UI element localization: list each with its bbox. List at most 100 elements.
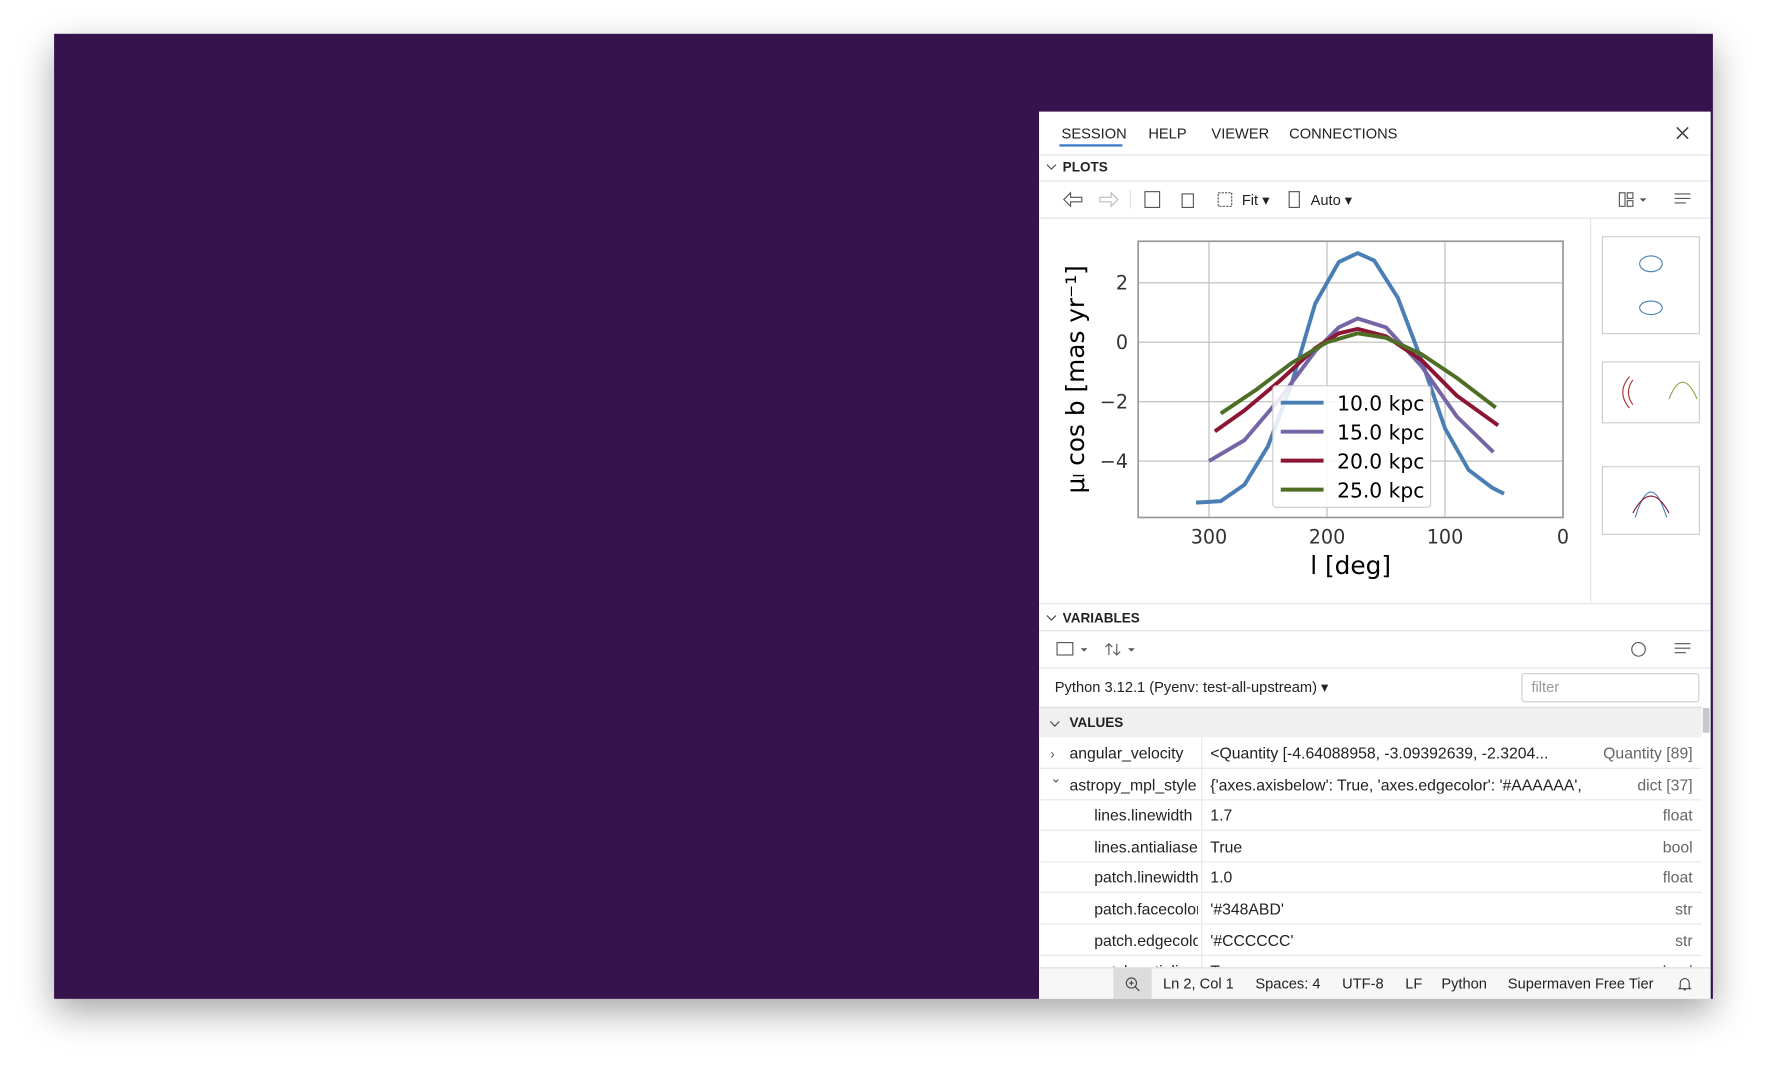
status-item[interactable]: Ln 2, Col 1 (1162, 975, 1234, 993)
tab[interactable]: VIEWER (1211, 125, 1270, 143)
variable-type: bool (1662, 837, 1693, 856)
variable-name: lines.linewidth (1094, 806, 1193, 825)
status-item[interactable]: Spaces: 4 (1255, 975, 1321, 993)
variable-value: 1.7 (1210, 806, 1233, 825)
variable-type: float (1662, 806, 1693, 825)
x-tick-label: 300 (1191, 525, 1228, 548)
status-item[interactable]: Supermaven Free Tier (1507, 975, 1654, 993)
status-item[interactable]: LF (1405, 975, 1423, 993)
auto-dropdown[interactable]: Auto ▾ (1310, 191, 1353, 209)
variable-value: True (1210, 962, 1582, 967)
x-axis-label: l [deg] (1310, 551, 1391, 580)
fit-dropdown[interactable]: Fit ▾ (1241, 191, 1270, 209)
axes-frame (1137, 240, 1564, 519)
thumbnail[interactable] (1601, 466, 1700, 535)
variable-type: dict [37] (1637, 775, 1693, 794)
section-title[interactable]: PLOTS (1062, 158, 1108, 175)
thumbnail[interactable] (1601, 361, 1700, 424)
tab-underline (1059, 144, 1123, 147)
chevron[interactable] (1049, 719, 1060, 728)
plot-thumbnails (1601, 236, 1700, 535)
interpreter: Python 3.12.1 (Pyenv: test-all-upstream) (1054, 678, 1317, 696)
legend-label: 25.0 kpc (1337, 479, 1424, 503)
scrollbar[interactable] (1702, 707, 1710, 733)
variable-name: patch.edgecolor (1094, 930, 1198, 949)
copy-button[interactable] (1181, 193, 1194, 208)
tab[interactable]: SESSION (1061, 125, 1127, 143)
values-table: › angular_velocity <Quantity [-4.64088958,… (1039, 737, 1702, 968)
tab[interactable]: CONNECTIONS (1289, 125, 1398, 143)
variable-row[interactable]: patch.facecolor '#348ABD' str (1039, 892, 1702, 925)
variable-row[interactable]: › angular_velocity <Quantity [-4.64088958,… (1039, 737, 1702, 769)
column-divider (1201, 955, 1203, 968)
line (1207, 316, 1495, 463)
variable-row[interactable]: lines.linewidth 1.7 float (1039, 799, 1702, 832)
tab[interactable]: HELP (1148, 125, 1187, 143)
column-divider (1201, 892, 1203, 924)
sort-button[interactable] (1105, 642, 1121, 656)
auto-label: Auto (1310, 191, 1341, 209)
chevron[interactable] (1046, 613, 1057, 622)
variable-value: {'axes.axisbelow': True, 'axes.edgecolor… (1210, 775, 1583, 794)
section-title[interactable]: VALUES (1069, 714, 1124, 731)
auto-icon[interactable] (1288, 191, 1300, 208)
variable-name: lines.antialiased (1094, 837, 1198, 856)
variable-value: '#CCCCCC' (1210, 930, 1294, 949)
variable-row[interactable]: lines.antialiased True bool (1039, 830, 1702, 863)
filter-placeholder: filter (1531, 678, 1560, 696)
variable-name: patch.linewidth (1094, 868, 1198, 887)
fit-label: Fit (1241, 191, 1259, 209)
interpreter-dropdown[interactable]: Python 3.12.1 (Pyenv: test-all-upstream)… (1054, 678, 1329, 696)
y-tick-label: −4 (1100, 450, 1128, 473)
thumbnail[interactable] (1601, 236, 1700, 335)
chevron: ⌄ (1050, 769, 1062, 786)
legend-box (1272, 385, 1432, 508)
filter-input[interactable]: filter (1521, 673, 1700, 703)
forward-button[interactable] (1099, 191, 1119, 208)
zoom-button[interactable] (1113, 968, 1152, 999)
variable-type: float (1662, 868, 1693, 887)
column-divider (1201, 861, 1203, 893)
refresh-button[interactable] (1631, 642, 1646, 657)
column-divider (1201, 799, 1203, 830)
values-header: VALUES (1039, 706, 1702, 738)
column-divider (1201, 768, 1203, 799)
variable-row[interactable]: ⌄ astropy_mpl_style {'axes.axisbelow': Tru… (1039, 768, 1702, 800)
fit-icon[interactable] (1217, 192, 1233, 207)
variable-type: str (1675, 930, 1693, 949)
section-title[interactable]: VARIABLES (1062, 609, 1140, 626)
bell-icon[interactable] (1677, 975, 1693, 993)
back-button[interactable] (1063, 191, 1083, 208)
column-divider (1201, 830, 1203, 862)
status-item[interactable]: Python (1441, 975, 1487, 993)
variable-row[interactable]: patch.antialiased True bool (1039, 955, 1702, 968)
variable-value: '#348ABD' (1210, 899, 1284, 918)
variable-name: angular_velocity (1069, 744, 1184, 763)
status-item[interactable]: UTF-8 (1342, 975, 1384, 993)
variable-name: patch.antialiased (1094, 962, 1198, 967)
legend-label: 15.0 kpc (1337, 421, 1424, 445)
y-tick-label: 2 (1116, 272, 1128, 295)
group-button[interactable] (1056, 642, 1074, 656)
save-button[interactable] (1144, 191, 1161, 208)
variable-row[interactable]: patch.edgecolor '#CCCCCC' str (1039, 923, 1702, 956)
variable-name: astropy_mpl_style (1069, 775, 1197, 794)
variables-toolbar (1056, 642, 1691, 657)
variable-name: patch.facecolor (1094, 899, 1198, 918)
layout-buttons[interactable] (1616, 189, 1695, 209)
close-button[interactable] (1676, 126, 1690, 140)
column-divider (1201, 737, 1203, 768)
chevron[interactable] (1046, 162, 1057, 171)
variable-value: 1.0 (1210, 868, 1233, 887)
side-panel: SESSION HELP VIEWER CONNECTIONS PLOTS Fi… (1039, 111, 1711, 999)
divider (1590, 218, 1592, 603)
legend-label: 20.0 kpc (1337, 450, 1424, 474)
x-tick-label: 0 (1557, 525, 1569, 548)
variable-row[interactable]: patch.linewidth 1.0 float (1039, 861, 1702, 894)
clear-button[interactable] (1674, 643, 1691, 654)
variable-value: True (1210, 837, 1243, 856)
y-axis-label: μₗ cos b [mas yr⁻¹] (1061, 265, 1090, 493)
variable-value: <Quantity [-4.64088958, -3.09392639, -2.… (1210, 744, 1549, 763)
